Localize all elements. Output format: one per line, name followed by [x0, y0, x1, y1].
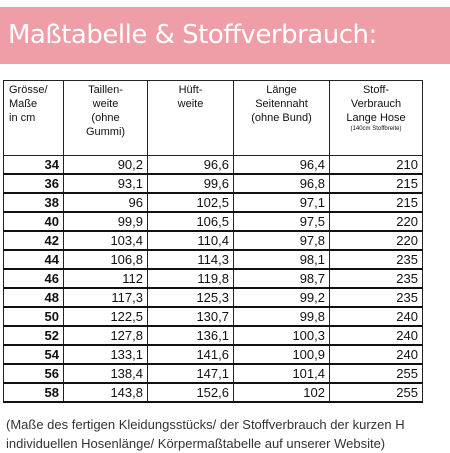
table-row: 36 93,1 99,6 96,8 215: [3, 173, 423, 194]
cell-size: 34: [3, 155, 64, 175]
table-row: 44 106,8 114,3 98,1 235: [3, 249, 423, 270]
cell-side-seam: 97,5: [233, 211, 330, 232]
cell-fabric: 215: [329, 173, 423, 194]
cell-size: 52: [3, 325, 64, 346]
table-row: 34 90,2 96,6 96,4 210: [3, 155, 423, 175]
cell-size: 46: [3, 268, 64, 289]
cell-waist: 96: [63, 192, 148, 213]
cell-fabric: 220: [329, 211, 423, 232]
cell-size: 44: [3, 249, 64, 270]
cell-side-seam: 97,8: [233, 230, 330, 251]
cell-size: 36: [3, 173, 64, 194]
footnote-line-2: individuellen Hosenlänge/ Körpermaßtabel…: [6, 436, 386, 451]
header-size: Grösse/ Maße in cm: [3, 80, 64, 156]
cell-fabric: 210: [329, 155, 423, 175]
cell-waist: 127,8: [63, 325, 148, 346]
cell-size: 56: [3, 363, 64, 384]
cell-size: 38: [3, 192, 64, 213]
cell-fabric: 215: [329, 192, 423, 213]
table-row: 58 143,8 152,6 102 255: [3, 382, 423, 403]
cell-side-seam: 100,9: [233, 344, 330, 365]
cell-size: 48: [3, 287, 64, 308]
cell-side-seam: 96,8: [233, 173, 330, 194]
cell-hip: 136,1: [147, 325, 234, 346]
cell-waist: 112: [63, 268, 148, 289]
cell-hip: 147,1: [147, 363, 234, 384]
cell-hip: 152,6: [147, 382, 234, 403]
cell-side-seam: 102: [233, 382, 330, 403]
cell-hip: 130,7: [147, 306, 234, 327]
cell-waist: 133,1: [63, 344, 148, 365]
cell-fabric: 240: [329, 306, 423, 327]
cell-fabric: 235: [329, 268, 423, 289]
cell-waist: 99,9: [63, 211, 148, 232]
cell-waist: 90,2: [63, 155, 148, 175]
cell-side-seam: 96,4: [233, 155, 330, 175]
cell-side-seam: 99,2: [233, 287, 330, 308]
table-header-row: Grösse/ Maße in cm Taillen- weite (ohne …: [3, 80, 423, 156]
cell-waist: 122,5: [63, 306, 148, 327]
page-title: Maßtabelle & Stoffverbrauch:: [8, 20, 377, 50]
cell-fabric: 235: [329, 249, 423, 270]
cell-waist: 103,4: [63, 230, 148, 251]
cell-side-seam: 99,8: [233, 306, 330, 327]
cell-size: 58: [3, 382, 64, 403]
cell-hip: 119,8: [147, 268, 234, 289]
footnote: (Maße des fertigen Kleidungsstücks/ der …: [6, 415, 450, 453]
cell-hip: 106,5: [147, 211, 234, 232]
footnote-line-1: (Maße des fertigen Kleidungsstücks/ der …: [6, 417, 405, 432]
cell-waist: 143,8: [63, 382, 148, 403]
cell-waist: 117,3: [63, 287, 148, 308]
cell-side-seam: 101,4: [233, 363, 330, 384]
cell-side-seam: 100,3: [233, 325, 330, 346]
cell-hip: 114,3: [147, 249, 234, 270]
size-table: Grösse/ Maße in cm Taillen- weite (ohne …: [3, 80, 423, 403]
cell-size: 40: [3, 211, 64, 232]
cell-hip: 110,4: [147, 230, 234, 251]
cell-size: 42: [3, 230, 64, 251]
cell-side-seam: 98,7: [233, 268, 330, 289]
header-hip: Hüft- weite: [147, 80, 234, 156]
table-row: 52 127,8 136,1 100,3 240: [3, 325, 423, 346]
header-waist: Taillen- weite (ohne Gummi): [63, 80, 148, 156]
table-row: 50 122,5 130,7 99,8 240: [3, 306, 423, 327]
cell-fabric: 240: [329, 325, 423, 346]
table-body: 34 90,2 96,6 96,4 210 36 93,1 99,6 96,8 215 38 96 10…: [3, 155, 423, 403]
cell-side-seam: 97,1: [233, 192, 330, 213]
cell-hip: 141,6: [147, 344, 234, 365]
cell-size: 54: [3, 344, 64, 365]
table-row: 38 96 102,5 97,1 215: [3, 192, 423, 213]
cell-hip: 99,6: [147, 173, 234, 194]
cell-fabric: 235: [329, 287, 423, 308]
table-row: 46 112 119,8 98,7 235: [3, 268, 423, 289]
cell-hip: 125,3: [147, 287, 234, 308]
table-row: 42 103,4 110,4 97,8 220: [3, 230, 423, 251]
cell-fabric: 255: [329, 382, 423, 403]
cell-fabric: 255: [329, 363, 423, 384]
cell-size: 50: [3, 306, 64, 327]
cell-side-seam: 98,1: [233, 249, 330, 270]
table-row: 48 117,3 125,3 99,2 235: [3, 287, 423, 308]
cell-hip: 96,6: [147, 155, 234, 175]
cell-waist: 138,4: [63, 363, 148, 384]
cell-hip: 102,5: [147, 192, 234, 213]
table-row: 56 138,4 147,1 101,4 255: [3, 363, 423, 384]
table-row: 54 133,1 141,6 100,9 240: [3, 344, 423, 365]
cell-waist: 106,8: [63, 249, 148, 270]
page-title-banner: Maßtabelle & Stoffverbrauch:: [0, 7, 450, 64]
header-fabric: Stoff- Verbrauch Lange Hose (140cm Stoff…: [329, 80, 423, 156]
table-row: 40 99,9 106,5 97,5 220: [3, 211, 423, 232]
cell-waist: 93,1: [63, 173, 148, 194]
cell-fabric: 220: [329, 230, 423, 251]
header-side-seam: Länge Seitennaht (ohne Bund): [233, 80, 330, 156]
cell-fabric: 240: [329, 344, 423, 365]
